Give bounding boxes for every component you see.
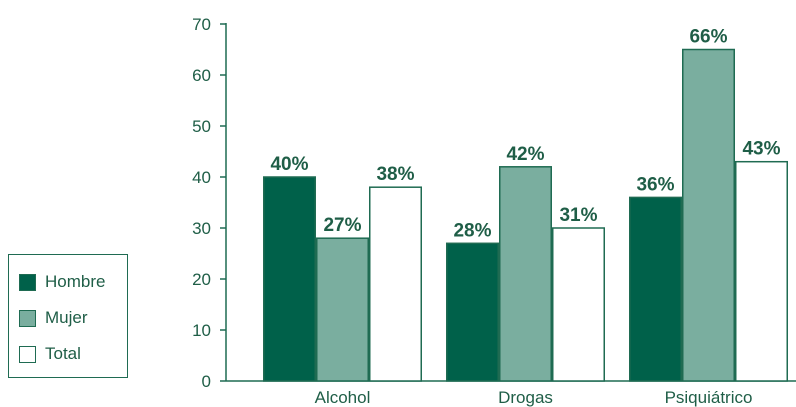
y-tick-label: 30 (192, 219, 211, 238)
y-tick-label: 10 (192, 321, 211, 340)
bar-mujer-2 (682, 48, 735, 382)
data-label: 40% (270, 154, 308, 175)
y-tick-label: 40 (192, 168, 211, 187)
data-label: 42% (506, 144, 544, 165)
bar-total-1 (552, 227, 605, 382)
x-tick-label: Psiquiátrico (665, 388, 753, 407)
x-tick-label: Drogas (498, 388, 553, 407)
bar-hombre-0 (263, 176, 316, 382)
legend-swatch-total (19, 345, 36, 363)
bar-mujer-1 (499, 166, 552, 382)
chart-labels: 40% 27% 38% Alcohol 28% 42% 31% Drogas 36% 66% 43%… (270, 27, 780, 407)
x-tick-label: Alcohol (315, 388, 371, 407)
y-tick-label: 70 (192, 15, 211, 34)
legend-swatch-hombre (19, 273, 36, 291)
y-tick-label: 0 (202, 372, 211, 391)
legend-item-hombre: Hombre (19, 271, 105, 293)
bar-hombre-2 (629, 196, 682, 382)
legend-label-total: Total (45, 344, 81, 363)
y-tick-label: 60 (192, 66, 211, 85)
data-label: 43% (742, 139, 780, 160)
data-label: 38% (376, 164, 414, 185)
data-label: 31% (559, 205, 597, 226)
legend-label-mujer: Mujer (45, 308, 88, 327)
data-label: 28% (453, 220, 491, 241)
chart-bars (263, 48, 788, 382)
bar-total-0 (369, 186, 422, 382)
data-label: 36% (636, 174, 674, 195)
bar-total-2 (735, 160, 788, 382)
y-tick-label: 50 (192, 117, 211, 136)
bar-mujer-0 (316, 237, 369, 382)
y-tick-label: 20 (192, 270, 211, 289)
data-label: 27% (323, 215, 361, 236)
legend-swatch-mujer (19, 309, 36, 327)
legend-item-total: Total (19, 343, 81, 365)
bar-hombre-1 (446, 242, 499, 382)
data-label: 66% (689, 27, 727, 48)
legend-label-hombre: Hombre (45, 272, 106, 291)
legend-item-mujer: Mujer (19, 307, 88, 329)
legend: Hombre Mujer Total (8, 254, 128, 378)
